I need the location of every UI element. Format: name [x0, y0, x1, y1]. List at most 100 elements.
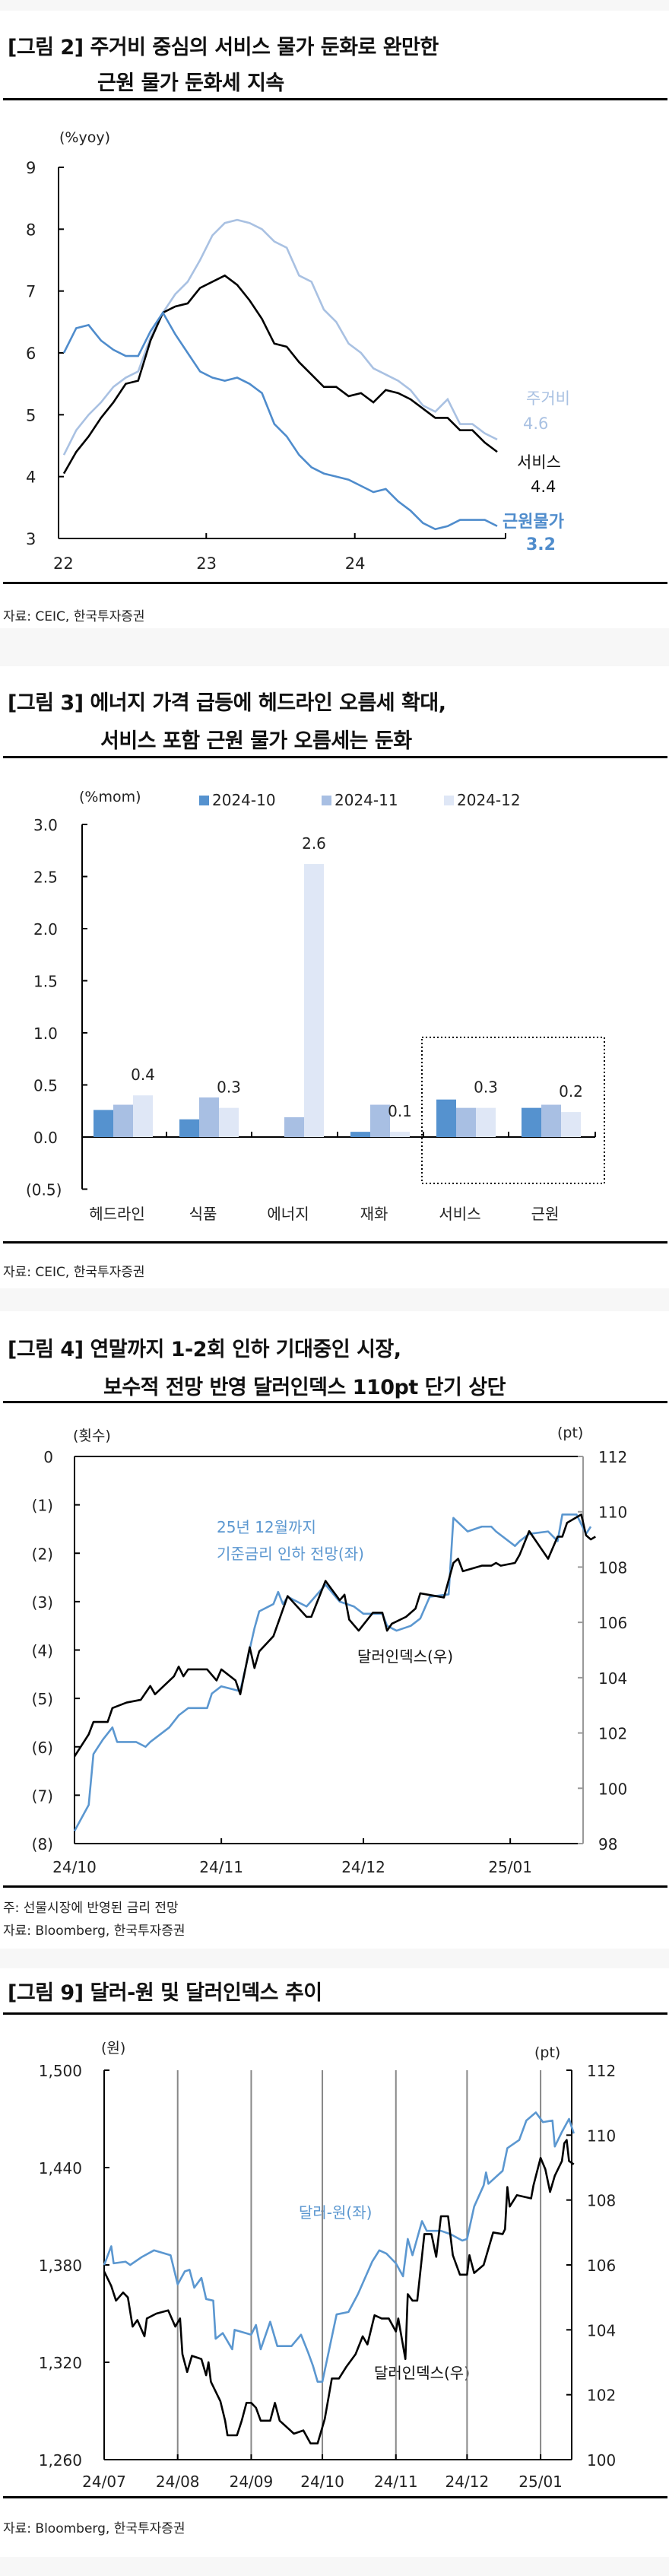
y-left-tick-label: (8) — [32, 1835, 53, 1853]
x-category-label: 서비스 — [439, 1205, 480, 1223]
series-end-value-shelter: 4.6 — [523, 415, 549, 433]
bar-서비스-2024-12 — [476, 1107, 496, 1137]
legend-label: 2024-12 — [457, 791, 521, 809]
bar-data-label: 0.3 — [217, 1078, 241, 1097]
figure-bottom-divider — [3, 1241, 667, 1244]
separator-band — [0, 2557, 669, 2576]
bar-에너지-2024-12 — [304, 864, 324, 1137]
title-divider — [3, 2012, 667, 2015]
y-left-tick-label: 1,500 — [39, 2062, 82, 2080]
x-tick-label: 24/10 — [52, 1858, 97, 1876]
bar-data-label: 0.4 — [131, 1066, 155, 1084]
y-right-tick-label: 110 — [587, 2127, 616, 2145]
series-label-rate-cut-line-2: 기준금리 인하 전망(좌) — [217, 1545, 364, 1563]
series-label-services: 서비스 — [517, 453, 561, 472]
bar-근원-2024-10 — [522, 1107, 541, 1137]
bar-헤드라인-2024-10 — [94, 1110, 113, 1137]
highlight-dotted-box — [421, 1037, 605, 1184]
bar-서비스-2024-10 — [436, 1099, 456, 1137]
y-tick-label: 9 — [26, 159, 36, 177]
source-note: 자료: CEIC, 한국투자증권 — [3, 1265, 145, 1280]
bar-서비스-2024-11 — [456, 1107, 476, 1137]
legend-swatch — [199, 795, 209, 805]
series-label-core: 근원물가 — [503, 513, 564, 532]
y-right-tick-label: 104 — [587, 2321, 616, 2339]
y-left-tick-label: 1,320 — [39, 2354, 82, 2372]
bar-에너지-2024-11 — [284, 1116, 304, 1137]
x-category-label: 에너지 — [267, 1205, 309, 1223]
figure-title-line-2: 서비스 포함 근원 물가 오름세는 둔화 — [100, 729, 412, 753]
bar-식품-2024-10 — [179, 1119, 199, 1137]
figure-title-line-2: 보수적 전망 반영 달러인덱스 110pt 단기 상단 — [103, 1376, 506, 1399]
y-axis-left-unit: (횟수) — [73, 1428, 111, 1444]
bar-식품-2024-11 — [199, 1097, 219, 1137]
legend-swatch — [322, 795, 331, 805]
x-tick-label: 24/12 — [445, 2473, 490, 2491]
y-left-tick-label: (4) — [32, 1642, 53, 1660]
y-left-tick-label: 1,260 — [39, 2451, 82, 2470]
y-axis-left-unit: (원) — [101, 2040, 126, 2057]
x-tick-label: 22 — [53, 554, 74, 573]
legend-label: 2024-11 — [334, 791, 398, 809]
y-right-tick-label: 98 — [598, 1835, 617, 1853]
y-right-tick-label: 106 — [587, 2257, 616, 2275]
series-label-dollar-index: 달러인덱스(우) — [357, 1647, 454, 1666]
bar-헤드라인-2024-12 — [133, 1095, 153, 1137]
figure-title-line-2: 근원 물가 둔화세 지속 — [97, 71, 284, 95]
x-tick-label: 25/01 — [518, 2473, 563, 2491]
y-right-tick-label: 106 — [598, 1614, 627, 1632]
y-axis-unit: (%yoy) — [59, 129, 110, 146]
y-tick-label: 5 — [26, 406, 36, 424]
series-line-1 — [73, 1514, 596, 1758]
series-line-0 — [103, 2111, 575, 2383]
x-category-label: 근원 — [531, 1205, 560, 1223]
y-left-tick-label: (2) — [32, 1545, 53, 1563]
x-tick-label: 25/01 — [488, 1858, 532, 1876]
y-left-tick-label: 1,440 — [39, 2159, 82, 2177]
x-tick-label: 24/09 — [230, 2473, 274, 2491]
source-note: 자료: CEIC, 한국투자증권 — [3, 609, 145, 624]
figure-title-line-1: [그림 3] 에너지 가격 급등에 헤드라인 오름세 확대, — [8, 691, 446, 715]
y-axis-right-unit: (pt) — [534, 2044, 561, 2061]
title-divider — [3, 98, 667, 100]
y-left-tick-label: 0 — [43, 1448, 53, 1466]
bar-식품-2024-12 — [219, 1107, 239, 1137]
chart-note: 주: 선물시장에 반영된 금리 전망 — [3, 1901, 179, 1916]
bar-근원-2024-11 — [541, 1104, 561, 1137]
series-line-2 — [62, 310, 498, 531]
bar-근원-2024-12 — [561, 1112, 581, 1137]
bar-data-label: 0.2 — [559, 1082, 583, 1101]
y-right-tick-label: 100 — [598, 1780, 627, 1798]
y-right-tick-label: 108 — [587, 2192, 616, 2210]
x-tick-label: 24/11 — [199, 1858, 243, 1876]
bar-헤드라인-2024-11 — [113, 1104, 133, 1137]
x-tick-label: 24/11 — [374, 2473, 418, 2491]
separator-band — [0, 1288, 669, 1311]
bar-재화-2024-10 — [350, 1132, 370, 1137]
figure-title-line-1: [그림 4] 연말까지 1-2회 인하 기대중인 시장, — [8, 1338, 401, 1361]
y-right-tick-label: 102 — [587, 2387, 616, 2405]
x-category-label: 식품 — [189, 1205, 217, 1223]
y-tick-label: 8 — [26, 221, 36, 239]
y-right-tick-label: 110 — [598, 1504, 627, 1522]
y-left-tick-label: (5) — [32, 1690, 53, 1708]
x-category-label: 재화 — [360, 1205, 388, 1223]
separator-band — [0, 1949, 669, 1968]
series-end-value-core: 3.2 — [526, 535, 556, 554]
source-note: 자료: Bloomberg, 한국투자증권 — [3, 2521, 185, 2536]
legend-swatch — [444, 795, 454, 805]
y-tick-label: 1.5 — [33, 973, 58, 991]
y-tick-label: 3 — [26, 530, 36, 548]
legend-item-2024-11: 2024-11 — [322, 791, 398, 809]
y-tick-label: 4 — [26, 469, 36, 487]
figure-bottom-divider — [3, 1885, 667, 1888]
legend-item-2024-12: 2024-12 — [444, 791, 521, 809]
y-tick-label: 0.5 — [33, 1077, 58, 1095]
x-tick-label: 24/08 — [156, 2473, 200, 2491]
x-category-label: 헤드라인 — [89, 1205, 145, 1223]
x-tick-label: 23 — [196, 554, 217, 573]
y-left-tick-label: (7) — [32, 1787, 53, 1805]
x-tick-label: 24 — [345, 554, 366, 573]
x-tick-label: 24/12 — [341, 1858, 385, 1876]
